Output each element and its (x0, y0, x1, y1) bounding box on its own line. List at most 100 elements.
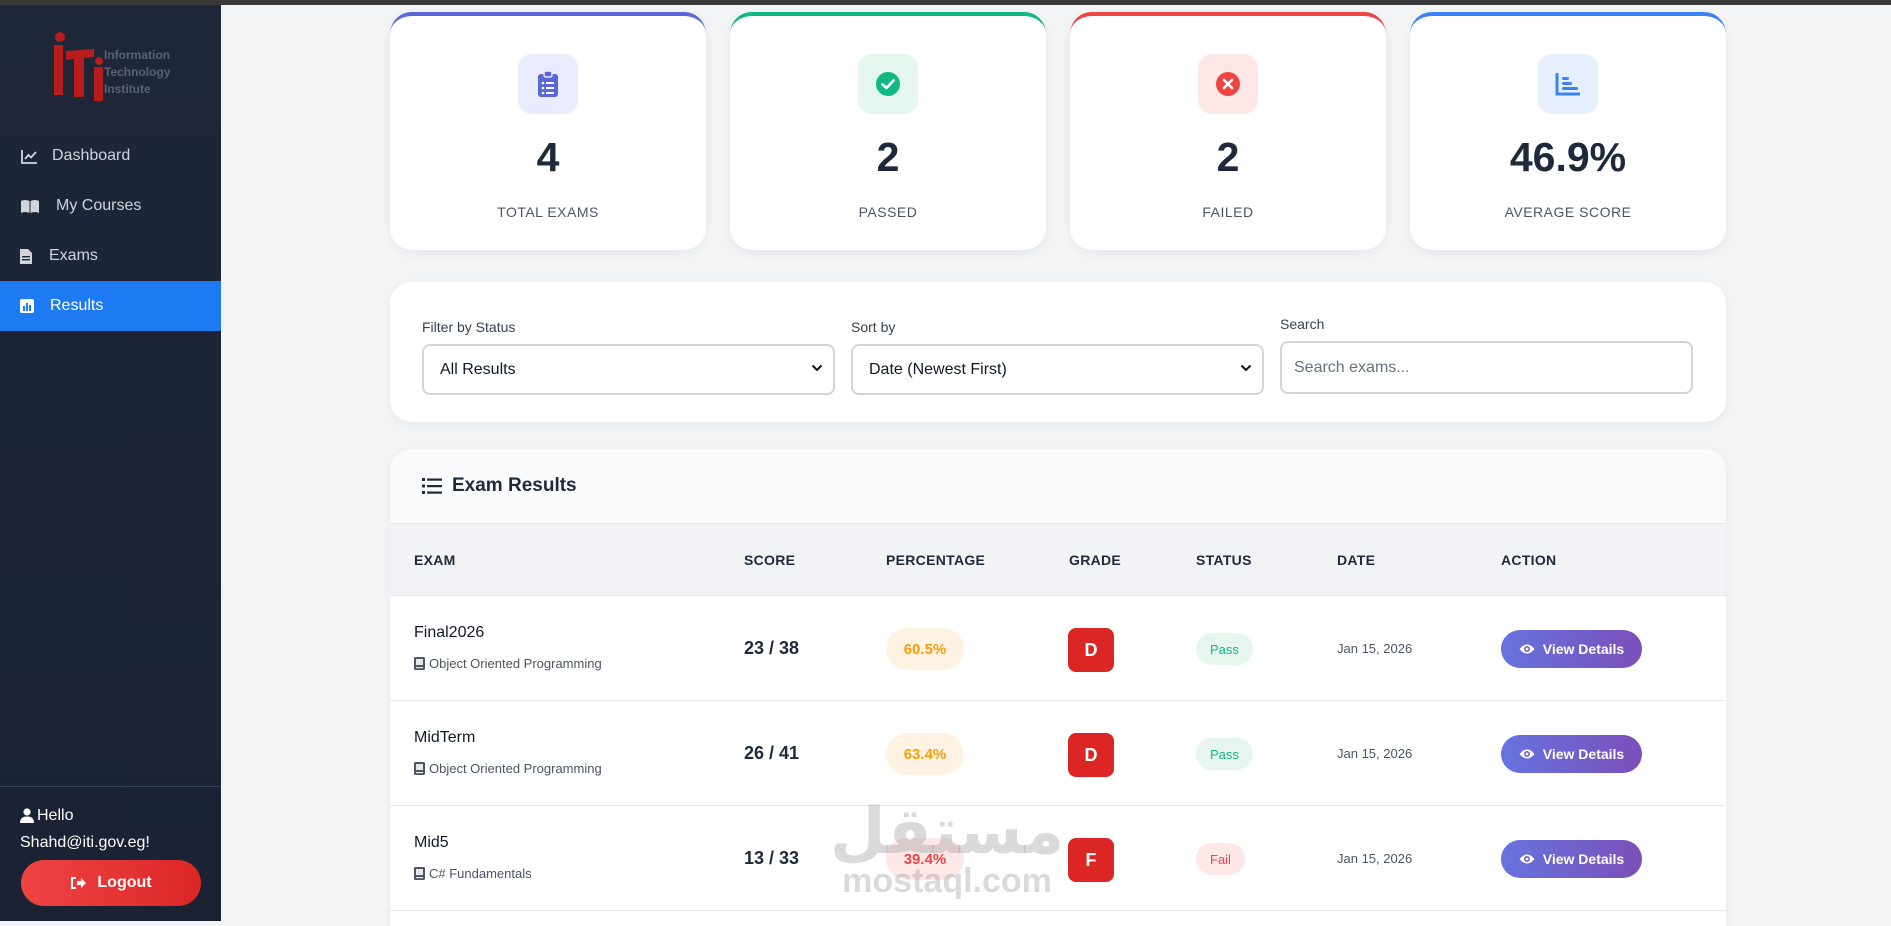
list-icon (422, 478, 442, 494)
sidebar-divider (0, 786, 221, 787)
main-content: 4 TOTAL EXAMS 2 PASSED 2 FAILED 46.9% AV… (221, 5, 1891, 926)
exam-course: Object Oriented Programming (414, 656, 602, 671)
user-greeting: Hello (37, 807, 74, 824)
course-name: Object Oriented Programming (429, 761, 602, 776)
exam-date: Jan 15, 2026 (1337, 746, 1413, 761)
view-details-button[interactable]: View Details (1501, 735, 1642, 773)
eye-icon (1519, 749, 1535, 759)
sidebar-item-label: Results (50, 297, 104, 314)
stat-card-total-exams: 4 TOTAL EXAMS (390, 12, 706, 250)
sort-group: Sort by Date (Newest First) (851, 319, 1264, 395)
logout-button[interactable]: Logout (21, 860, 201, 906)
book-icon (414, 762, 425, 775)
stat-card-passed: 2 PASSED (730, 12, 1046, 250)
chevron-down-icon (811, 364, 823, 372)
file-icon (20, 247, 32, 265)
table-header: EXAM SCORE PERCENTAGE GRADE STATUS DATE … (390, 524, 1726, 596)
stat-value: 2 (1216, 134, 1240, 180)
logo-line-1: Information (104, 48, 170, 62)
status-badge: Pass (1196, 738, 1253, 770)
sort-label: Sort by (851, 319, 896, 335)
status-badge: Pass (1196, 633, 1253, 665)
stat-label: TOTAL EXAMS (497, 204, 599, 220)
stat-value: 46.9% (1509, 134, 1627, 180)
status-filter-select[interactable]: All Results (422, 344, 835, 395)
column-header-grade: GRADE (1069, 552, 1122, 568)
search-label: Search (1280, 316, 1325, 332)
sidebar-item-results[interactable]: Results (0, 281, 221, 331)
chart-line-icon (20, 147, 38, 165)
chart-bar-icon (1538, 54, 1598, 114)
sort-value: Date (Newest First) (869, 360, 1007, 378)
sidebar-item-label: Exams (49, 247, 98, 264)
table-row: MidTerm Object Oriented Programming 26 /… (390, 701, 1726, 806)
search-input[interactable] (1280, 341, 1693, 394)
status-filter-label: Filter by Status (422, 319, 516, 335)
stat-card-average-score: 46.9% AVERAGE SCORE (1410, 12, 1726, 250)
status-filter-value: All Results (440, 360, 516, 378)
column-header-exam: EXAM (414, 552, 456, 568)
user-info: Hello Shahd@iti.gov.eg! (20, 802, 150, 856)
table-row: Final2026 Object Oriented Programming 23… (390, 596, 1726, 701)
logo-line-3: Institute (104, 82, 151, 96)
iti-logo-mark-icon (54, 32, 103, 101)
sidebar-item-my-courses[interactable]: My Courses (0, 181, 221, 231)
column-header-percentage: PERCENTAGE (886, 552, 986, 568)
column-header-action: ACTION (1501, 552, 1557, 568)
grade-badge: F (1068, 838, 1114, 882)
logo-line-2: Technology (104, 65, 171, 79)
exam-name: Final2026 (414, 624, 485, 641)
book-icon (414, 657, 425, 670)
logout-label: Logout (97, 874, 152, 891)
sidebar-item-dashboard[interactable]: Dashboard (0, 131, 221, 181)
book-open-icon (20, 197, 40, 215)
sidebar: Information Technology Institute Dashboa… (0, 5, 221, 921)
status-badge: Fail (1196, 843, 1245, 875)
filter-panel: Filter by Status All Results Sort by Dat… (390, 282, 1726, 422)
stat-card-failed: 2 FAILED (1070, 12, 1386, 250)
stat-value: 4 (536, 134, 560, 180)
exam-score: 26 / 41 (744, 743, 800, 763)
stat-label: PASSED (858, 204, 918, 220)
sign-out-icon (71, 877, 87, 889)
percentage-badge: 39.4% (886, 838, 964, 880)
user-email: Shahd@iti.gov.eg! (20, 834, 150, 851)
bar-chart-icon (20, 297, 34, 315)
view-details-label: View Details (1542, 641, 1625, 657)
view-details-label: View Details (1542, 851, 1625, 867)
exam-name: MidTerm (414, 729, 476, 746)
grade-badge: D (1068, 628, 1114, 672)
exam-date: Jan 15, 2026 (1337, 641, 1413, 656)
percentage-badge: 63.4% (886, 733, 964, 775)
status-filter-group: Filter by Status All Results (422, 319, 835, 395)
percentage-badge: 60.5% (886, 628, 964, 670)
window-top-bar (0, 0, 1891, 5)
column-header-score: SCORE (744, 552, 796, 568)
stat-value: 2 (876, 134, 900, 180)
eye-icon (1519, 644, 1535, 654)
iti-logo: Information Technology Institute (46, 27, 186, 111)
sidebar-item-exams[interactable]: Exams (0, 231, 221, 281)
user-icon (20, 808, 34, 823)
exam-score: 13 / 33 (744, 848, 800, 868)
results-title: Exam Results (452, 475, 577, 496)
sidebar-item-label: My Courses (56, 197, 142, 214)
view-details-button[interactable]: View Details (1501, 840, 1642, 878)
x-circle-icon (1198, 54, 1258, 114)
exam-course: Object Oriented Programming (414, 761, 602, 776)
results-header: Exam Results (390, 449, 1726, 524)
sidebar-item-label: Dashboard (52, 147, 131, 164)
table-row: Mid5 C# Fundamentals 13 / 33 39.4% F Fai… (390, 806, 1726, 911)
course-name: Object Oriented Programming (429, 656, 602, 671)
exam-results-panel: Exam Results EXAM SCORE PERCENTAGE GRADE… (390, 449, 1726, 926)
exam-score: 23 / 38 (744, 638, 800, 658)
exam-course: C# Fundamentals (414, 866, 532, 881)
course-name: C# Fundamentals (429, 866, 532, 881)
view-details-label: View Details (1542, 746, 1625, 762)
book-icon (414, 867, 425, 880)
column-header-status: STATUS (1196, 552, 1252, 568)
view-details-button[interactable]: View Details (1501, 630, 1642, 668)
eye-icon (1519, 854, 1535, 864)
stat-label: AVERAGE SCORE (1504, 204, 1632, 220)
sort-select[interactable]: Date (Newest First) (851, 344, 1264, 395)
